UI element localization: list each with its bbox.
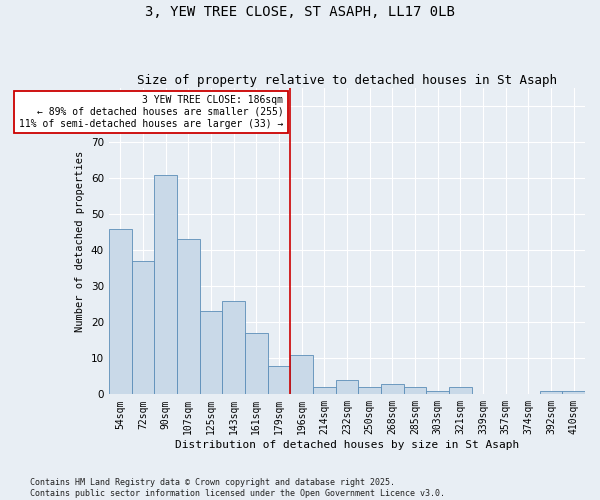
Text: 3 YEW TREE CLOSE: 186sqm
← 89% of detached houses are smaller (255)
11% of semi-: 3 YEW TREE CLOSE: 186sqm ← 89% of detach…	[19, 96, 283, 128]
Y-axis label: Number of detached properties: Number of detached properties	[76, 150, 85, 332]
Bar	[222, 300, 245, 394]
Text: 3, YEW TREE CLOSE, ST ASAPH, LL17 0LB: 3, YEW TREE CLOSE, ST ASAPH, LL17 0LB	[145, 5, 455, 19]
Bar	[268, 366, 290, 394]
Bar	[539, 390, 562, 394]
Bar	[131, 261, 154, 394]
Text: Contains HM Land Registry data © Crown copyright and database right 2025.
Contai: Contains HM Land Registry data © Crown c…	[30, 478, 445, 498]
Bar	[154, 174, 177, 394]
Bar	[290, 354, 313, 395]
Bar	[381, 384, 404, 394]
Bar	[335, 380, 358, 394]
Bar	[404, 387, 426, 394]
Bar	[449, 387, 472, 394]
Bar	[245, 333, 268, 394]
Bar	[177, 240, 200, 394]
Bar	[313, 387, 335, 394]
Title: Size of property relative to detached houses in St Asaph: Size of property relative to detached ho…	[137, 74, 557, 87]
Bar	[200, 312, 222, 394]
X-axis label: Distribution of detached houses by size in St Asaph: Distribution of detached houses by size …	[175, 440, 519, 450]
Bar	[562, 390, 585, 394]
Bar	[109, 228, 131, 394]
Bar	[426, 390, 449, 394]
Bar	[358, 387, 381, 394]
